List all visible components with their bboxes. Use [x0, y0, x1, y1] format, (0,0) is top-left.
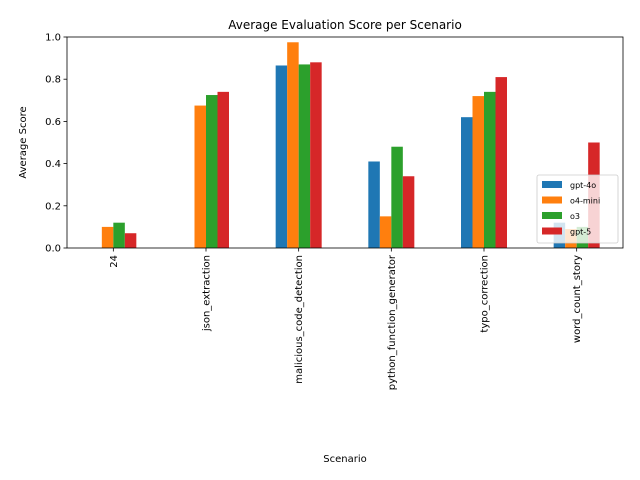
x-ticks-group: 24 json_extraction malicious_code_detectio… — [109, 248, 583, 390]
x-tick-label: json_extraction — [202, 255, 213, 332]
x-axis-title: Scenario — [323, 454, 366, 465]
bar-gpt-5-24 — [124, 233, 137, 248]
bar-o4-mini-24 — [101, 226, 114, 248]
y-tick-label: 0.4 — [45, 159, 61, 170]
bar-gpt-5-malicious_code_detection — [310, 62, 322, 248]
bar-o4-mini-typo_correction — [472, 96, 484, 248]
bar-o4-mini-python_function_generator — [379, 216, 392, 248]
bar-o4-mini-json_extraction — [194, 105, 206, 248]
legend-swatch — [542, 212, 562, 219]
bar-gpt-5-python_function_generator — [402, 176, 415, 248]
legend-swatch — [542, 196, 562, 204]
bar-gpt-4o-typo_correction — [461, 117, 473, 249]
bar-gpt-5-typo_correction — [495, 77, 507, 248]
plot-frame — [66, 36, 624, 249]
x-tick-label: word_count_story — [572, 255, 583, 343]
x-tick-label: typo_correction — [480, 255, 491, 333]
bar-o4-mini-malicious_code_detection — [287, 42, 299, 248]
x-tick-label: python_function_generator — [387, 254, 398, 390]
legend-label: gpt-5 — [570, 228, 591, 237]
x-tick-label: malicious_code_detection — [294, 255, 305, 384]
y-tick-label: 0.6 — [45, 117, 61, 128]
legend: gpt-4o o4-mini o3 gpt-5 — [536, 174, 619, 244]
bar-o3-24 — [113, 222, 125, 248]
y-tick-label: 0.2 — [45, 201, 61, 212]
y-axis-title: Average Score — [18, 106, 29, 178]
bar-gpt-4o-python_function_generator — [368, 161, 380, 248]
y-tick-label: 1.0 — [45, 33, 61, 44]
y-ticks-group: 0.0 0.2 0.4 0.6 0.8 1.0 — [45, 33, 67, 255]
bar-o3-python_function_generator — [391, 146, 403, 248]
legend-swatch — [542, 181, 562, 188]
chart-title: Average Evaluation Score per Scenario — [228, 18, 462, 32]
y-tick-label: 0.0 — [45, 244, 61, 255]
bar-o3-json_extraction — [206, 95, 218, 248]
bar-gpt-5-json_extraction — [217, 91, 229, 248]
bar-o3-typo_correction — [484, 91, 496, 248]
legend-label: o3 — [570, 212, 580, 221]
legend-box — [536, 174, 619, 244]
bar-gpt-4o-malicious_code_detection — [275, 65, 288, 249]
legend-label: gpt-4o — [570, 181, 596, 190]
legend-swatch — [542, 227, 562, 235]
y-tick-label: 0.8 — [45, 75, 61, 86]
legend-label: o4-mini — [570, 197, 600, 206]
bar-o3-malicious_code_detection — [298, 64, 311, 249]
x-tick-label: 24 — [109, 255, 120, 268]
